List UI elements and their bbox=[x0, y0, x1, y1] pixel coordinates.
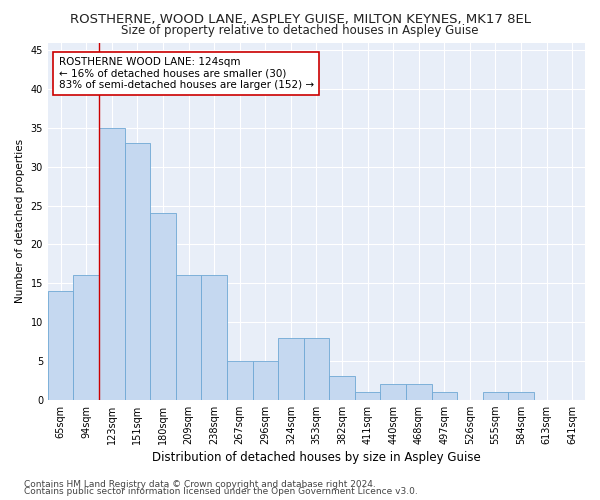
Bar bbox=[278, 338, 304, 400]
X-axis label: Distribution of detached houses by size in Aspley Guise: Distribution of detached houses by size … bbox=[152, 451, 481, 464]
Bar bbox=[253, 361, 278, 400]
Bar bbox=[73, 276, 99, 400]
Text: ROSTHERNE, WOOD LANE, ASPLEY GUISE, MILTON KEYNES, MK17 8EL: ROSTHERNE, WOOD LANE, ASPLEY GUISE, MILT… bbox=[70, 12, 530, 26]
Bar bbox=[355, 392, 380, 400]
Bar bbox=[99, 128, 125, 400]
Bar bbox=[227, 361, 253, 400]
Bar bbox=[482, 392, 508, 400]
Bar bbox=[406, 384, 431, 400]
Bar bbox=[125, 144, 150, 400]
Text: Contains HM Land Registry data © Crown copyright and database right 2024.: Contains HM Land Registry data © Crown c… bbox=[24, 480, 376, 489]
Bar bbox=[202, 276, 227, 400]
Bar bbox=[48, 291, 73, 400]
Bar bbox=[176, 276, 202, 400]
Bar bbox=[150, 214, 176, 400]
Text: Size of property relative to detached houses in Aspley Guise: Size of property relative to detached ho… bbox=[121, 24, 479, 37]
Bar bbox=[304, 338, 329, 400]
Y-axis label: Number of detached properties: Number of detached properties bbox=[15, 139, 25, 303]
Bar bbox=[431, 392, 457, 400]
Bar bbox=[329, 376, 355, 400]
Text: ROSTHERNE WOOD LANE: 124sqm
← 16% of detached houses are smaller (30)
83% of sem: ROSTHERNE WOOD LANE: 124sqm ← 16% of det… bbox=[59, 57, 314, 90]
Bar bbox=[508, 392, 534, 400]
Bar bbox=[380, 384, 406, 400]
Text: Contains public sector information licensed under the Open Government Licence v3: Contains public sector information licen… bbox=[24, 488, 418, 496]
